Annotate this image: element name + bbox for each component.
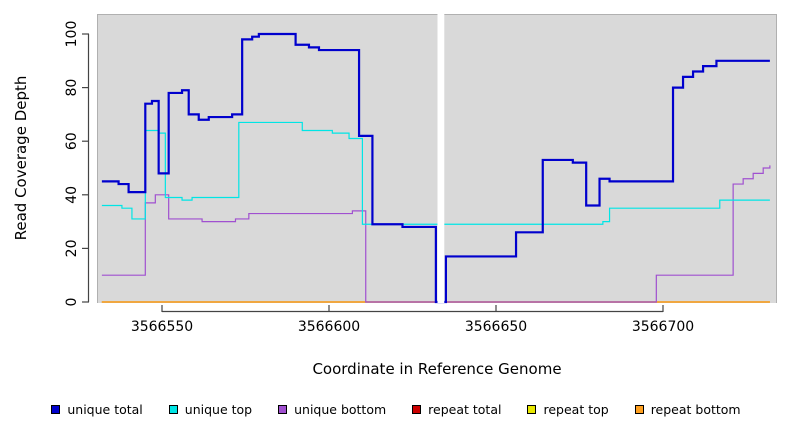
legend-label: unique top [184,401,253,417]
legend-swatch-icon [278,404,288,414]
x-axis-tick-label: 3566650 [465,319,527,335]
legend-label: repeat top [543,401,609,417]
coverage-gap-marker [437,14,445,303]
series-line-unique-top [101,121,770,225]
y-axis-tick-label: 60 [64,132,80,150]
x-axis-tick-label: 3566700 [632,319,694,335]
legend-swatch-icon [51,404,61,414]
series-line-unique-total [101,32,770,304]
panel-background [97,14,777,303]
legend-item-repeat-bottom[interactable]: repeat bottom [634,401,741,417]
x-axis-title: Coordinate in Reference Genome [312,360,561,378]
legend-item-unique-total[interactable]: unique total [51,401,143,417]
x-axis: 3566550 3566600 3566650 3566700 [131,305,694,335]
y-axis-title: Read Coverage Depth [12,76,30,241]
legend-item-repeat-total[interactable]: repeat total [412,402,501,417]
legend-label: repeat bottom [650,401,741,417]
chart-legend: unique total unique top unique bottom repea… [0,396,792,422]
legend-label: unique bottom [294,401,387,417]
y-axis-tick-label: 80 [64,79,80,97]
gap-band [437,14,445,303]
legend-swatch-icon [527,404,537,414]
legend-item-repeat-top[interactable]: repeat top [527,401,609,417]
legend-label: unique total [67,401,143,417]
y-axis: 0 20 40 60 80 100 [64,21,90,307]
x-axis-tick-label: 3566550 [131,319,193,335]
legend-swatch-icon [412,404,422,414]
legend-item-unique-top[interactable]: unique top [168,401,253,417]
legend-swatch-icon [168,404,178,414]
x-axis-tick-label: 3566600 [298,319,360,335]
y-axis-tick-label: 100 [64,21,80,48]
legend-item-unique-bottom[interactable]: unique bottom [278,402,386,417]
y-axis-tick-label: 0 [64,298,80,307]
legend-swatch-icon [634,404,644,414]
plot-panel [97,14,777,303]
y-axis-tick-label: 20 [64,239,80,257]
y-axis-tick-label: 40 [64,186,80,204]
data-series-layer [101,32,771,304]
legend-label: repeat total [428,401,502,417]
